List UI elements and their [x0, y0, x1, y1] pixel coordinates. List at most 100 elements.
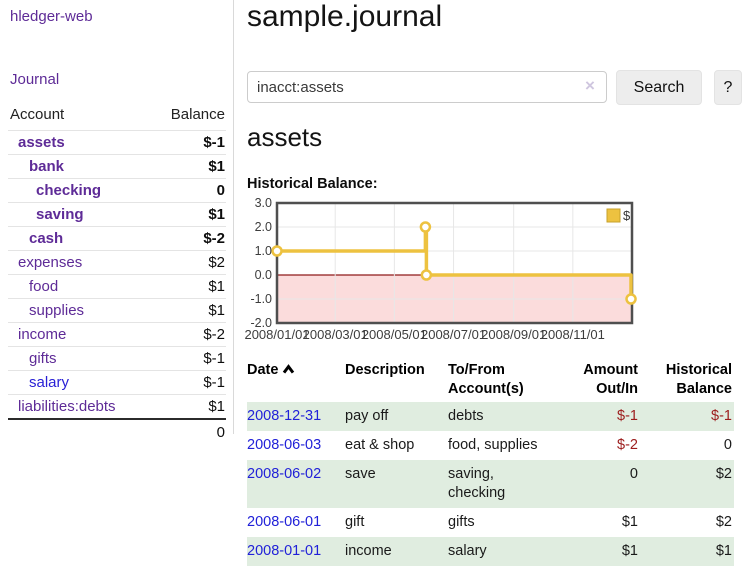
transaction-date: 2008-01-01	[247, 537, 345, 566]
accounts-header-balance: Balance	[170, 106, 225, 123]
search-button[interactable]: Search	[616, 70, 702, 105]
transaction-amount: 0	[629, 466, 638, 482]
app-brand-link[interactable]: hledger-web	[10, 8, 93, 25]
account-row: saving $1	[8, 202, 226, 227]
transaction-balance: $-1	[711, 408, 732, 424]
transaction-date: 2008-06-03	[247, 431, 345, 460]
transaction-description: eat & shop	[345, 437, 415, 453]
account-balance: $1	[150, 202, 226, 227]
accounts-total-row: 0	[8, 418, 226, 445]
transaction-amount: $1	[621, 514, 638, 530]
account-link[interactable]: bank	[29, 158, 65, 175]
transaction-row[interactable]: 2008-01-01 income salary $1 $1	[247, 537, 734, 566]
transaction-balance: 0	[723, 437, 732, 453]
transaction-balance: $2	[715, 514, 732, 530]
transaction-row[interactable]: 2008-06-02 save saving, checking 0 $2	[247, 460, 734, 508]
transaction-description: gift	[345, 514, 365, 530]
x-tick-label: 2008/11/01	[541, 327, 605, 342]
chart-title: Historical Balance:	[247, 176, 378, 192]
x-tick-label: 2008/01/01	[244, 327, 309, 342]
account-heading: assets	[247, 122, 323, 152]
transaction-date-link[interactable]: 2008-12-31	[247, 408, 322, 424]
account-link[interactable]: liabilities:debts	[18, 398, 116, 415]
transaction-amount: $1	[621, 543, 638, 559]
transaction-amount: $-2	[617, 437, 638, 453]
accounts-table: Account Balance assets $-1 bank $1 checking 0…	[8, 102, 226, 445]
page-title: sample.journal	[247, 0, 443, 33]
transaction-description: income	[345, 543, 392, 559]
account-link[interactable]: salary	[29, 374, 70, 391]
data-point-marker	[625, 293, 637, 305]
transaction-accounts: salary	[448, 543, 487, 559]
y-tick-label: 1.0	[255, 244, 272, 258]
transaction-row[interactable]: 2008-06-01 gift gifts $1 $2	[247, 508, 734, 537]
account-balance: $1	[150, 394, 226, 419]
clear-search-icon[interactable]: ×	[585, 76, 595, 95]
data-point-marker	[419, 221, 432, 233]
account-balance: $1	[150, 154, 226, 179]
main-content: sample.journal × Search ? assets Histori…	[244, 0, 742, 582]
transaction-date-link[interactable]: 2008-01-01	[247, 543, 322, 559]
account-link[interactable]: expenses	[18, 254, 83, 271]
register-col-description: Description	[345, 362, 425, 378]
y-tick-label: 0.0	[255, 268, 272, 282]
transaction-row[interactable]: 2008-12-31 pay off debts $-1 $-1	[247, 402, 734, 431]
y-tick-label: -1.0	[250, 292, 272, 306]
data-point-marker	[271, 245, 283, 257]
x-tick-label: 2008/03/01	[303, 327, 368, 342]
sidebar: hledger-web Journal Account Balance asse…	[0, 0, 234, 445]
account-link[interactable]: checking	[36, 182, 102, 199]
register-col-date[interactable]: Date	[247, 359, 345, 402]
account-balance: 0	[150, 178, 226, 203]
account-link[interactable]: assets	[18, 134, 65, 151]
account-row: assets $-1	[8, 130, 226, 155]
sidebar-item-journal[interactable]: Journal	[10, 71, 60, 88]
register-col-accounts: To/From Account(s)	[448, 362, 524, 397]
account-balance: $2	[150, 250, 226, 275]
legend-label: $	[623, 208, 631, 223]
data-point-marker	[420, 269, 433, 281]
account-link[interactable]: income	[18, 326, 67, 343]
transaction-date: 2008-06-01	[247, 508, 345, 537]
account-link[interactable]: supplies	[29, 302, 85, 319]
account-link[interactable]: gifts	[29, 350, 57, 367]
accounts-header-account: Account	[10, 106, 65, 123]
account-link[interactable]: food	[29, 278, 59, 295]
transaction-amount: $-1	[617, 408, 638, 424]
historical-balance-chart[interactable]: $3.0 2.0 1.0 0.0 -1.0 -2.0 2008/01/01 2008/03/0…	[244, 196, 667, 348]
transaction-date: 2008-06-02	[247, 460, 345, 508]
transaction-date-link[interactable]: 2008-06-02	[247, 466, 322, 482]
account-balance: $-1	[150, 130, 226, 155]
transaction-date-link[interactable]: 2008-06-03	[247, 437, 322, 453]
search-input[interactable]	[247, 71, 607, 103]
historical-balance-chart-svg: $3.0 2.0 1.0 0.0 -1.0 -2.02008/01/012008/03/0…	[244, 196, 637, 342]
y-tick-label: 2.0	[255, 220, 272, 234]
account-balance: $-2	[150, 226, 226, 251]
transaction-description: save	[345, 466, 376, 482]
transaction-balance: $1	[715, 543, 732, 559]
account-balance: $-2	[150, 322, 226, 347]
register-table: Date Description To/From Account(s) Amou…	[247, 359, 734, 566]
transaction-accounts: saving, checking	[448, 466, 506, 501]
account-link[interactable]: saving	[36, 206, 84, 223]
register-col-historical: Historical Balance	[665, 362, 732, 397]
account-link[interactable]: cash	[29, 230, 64, 247]
account-row: liabilities:debts $1	[8, 394, 226, 419]
search-help-button[interactable]: ?	[714, 70, 742, 105]
transaction-accounts: gifts	[448, 514, 475, 530]
account-balance: $-1	[150, 370, 226, 395]
accounts-table-header: Account Balance	[8, 102, 226, 131]
transaction-accounts: debts	[448, 408, 484, 424]
x-tick-label: 2008/09/01	[481, 327, 546, 342]
transaction-row[interactable]: 2008-06-03 eat & shop food, supplies $-2 0	[247, 431, 734, 460]
sort-ascending-icon	[283, 364, 295, 374]
account-balance: $-1	[150, 346, 226, 371]
account-row: expenses $2	[8, 250, 226, 275]
x-tick-label: 2008/05/01	[362, 327, 427, 342]
account-row: salary $-1	[8, 370, 226, 395]
register-col-date-label: Date	[247, 362, 279, 378]
transaction-date-link[interactable]: 2008-06-01	[247, 514, 322, 530]
account-row: supplies $1	[8, 298, 226, 323]
transaction-description: pay off	[345, 408, 389, 424]
